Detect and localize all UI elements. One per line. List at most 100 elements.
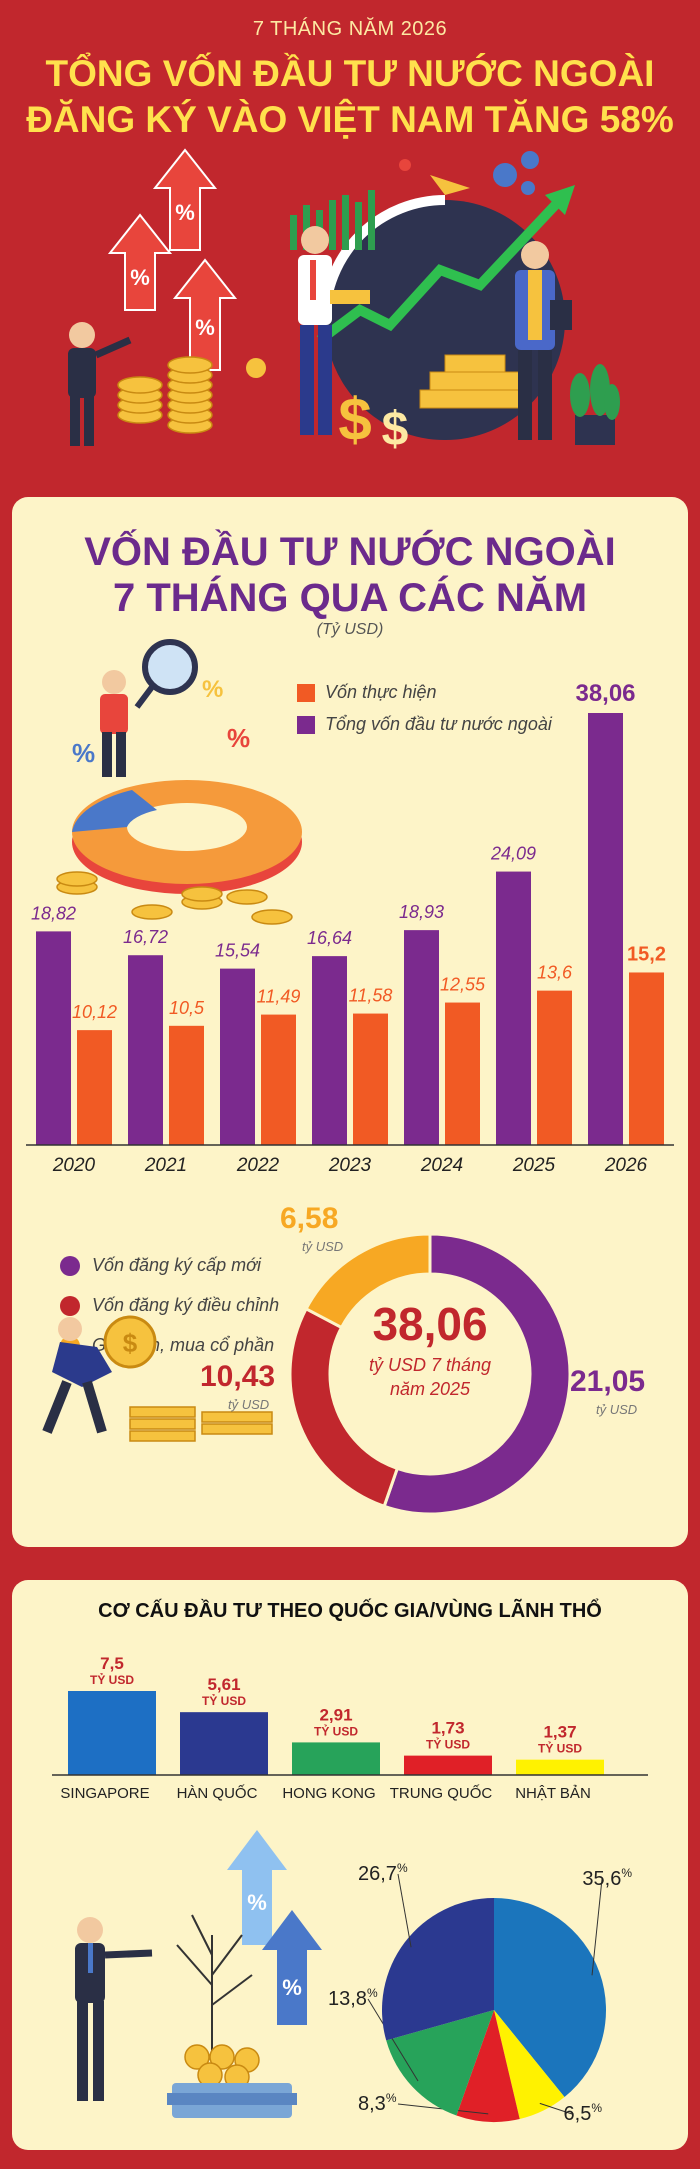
bar-total-2022 [220, 968, 255, 1145]
gold-bars-icon [419, 354, 531, 409]
pie-label-1: 6,5% [564, 2101, 603, 2125]
section1-title-line2: 7 THÁNG QUA CÁC NĂM [112, 576, 588, 620]
gear-icon [493, 151, 539, 195]
pie-slice-4 [382, 1898, 494, 2041]
header-illustration: % % % [68, 148, 620, 456]
year-label-2025: 2025 [512, 1155, 556, 1176]
man-pushing-coin-illustration: $ [42, 1315, 273, 1442]
year-label-2023: 2023 [328, 1155, 372, 1176]
year-label-2020: 2020 [52, 1155, 96, 1176]
country-label-trung-quoc: TRUNG QUỐC [389, 1785, 493, 1802]
bar-total-2024 [404, 930, 439, 1145]
svg-text:%: % [175, 200, 195, 225]
label-total-2022: 15,54 [215, 941, 260, 961]
legend-swatch-purple [297, 715, 315, 734]
label-total-2025: 24,09 [490, 844, 536, 864]
main-title-line2: ĐĂNG KÝ VÀO VIỆT NAM TĂNG 58% [26, 99, 674, 140]
label-realized-2020: 10,12 [72, 1002, 117, 1022]
bar-total-2025 [496, 871, 531, 1145]
panel-countries: CƠ CẤU ĐẦU TƯ THEO QUỐC GIA/VÙNG LÃNH TH… [12, 1580, 688, 2150]
donut-slice-0 [382, 1232, 572, 1516]
donut-unit-new: tỷ USD [596, 1402, 638, 1417]
pie-leader-1 [539, 2102, 573, 2115]
country-bar-3 [404, 1755, 492, 1775]
section1-title-line1: VỐN ĐẦU TƯ NƯỚC NGOÀI [84, 530, 616, 574]
growth-arrow-icon [317, 196, 564, 344]
donut-center-line2: năm 2025 [389, 1379, 471, 1399]
woman-figure [515, 241, 572, 440]
country-value-2: 2,91 [319, 1705, 352, 1724]
man-with-gold-figure [298, 226, 370, 435]
pie-leader-3 [367, 1998, 419, 2082]
svg-text:$: $ [382, 403, 409, 456]
label-total-2026: 38,06 [575, 680, 635, 707]
country-label-hong-kong: HONG KONG [282, 1785, 376, 1802]
legend-dot-purple [60, 1255, 80, 1276]
bar-realized-2021 [169, 1025, 204, 1145]
svg-text:%: % [247, 1890, 267, 1915]
pie-label-4: 26,7% [358, 1861, 408, 1885]
svg-text:%: % [195, 315, 215, 340]
section1-unit: (Tỷ USD) [316, 621, 384, 638]
donut-legend-label-adjust: Vốn đăng ký điều chỉnh [92, 1295, 280, 1315]
label-realized-2022: 11,49 [257, 987, 301, 1007]
bar-realized-2025 [537, 990, 572, 1145]
country-unit-0: TỶ USD [90, 1672, 134, 1687]
coin-stack-icon [117, 356, 213, 434]
year-label-2021: 2021 [144, 1155, 187, 1176]
year-label-2026: 2026 [604, 1155, 648, 1176]
svg-text:%: % [202, 676, 223, 703]
svg-text:$: $ [338, 386, 371, 453]
section3-title: CƠ CẤU ĐẦU TƯ THEO QUỐC GIA/VÙNG LÃNH TH… [98, 1600, 602, 1622]
label-realized-2021: 10,5 [169, 998, 205, 1018]
label-total-2020: 18,82 [31, 903, 76, 923]
label-total-2024: 18,93 [399, 902, 444, 922]
year-label-2024: 2024 [420, 1155, 463, 1176]
year-label-2022: 2022 [236, 1155, 280, 1176]
plant-icon [570, 364, 620, 445]
label-realized-2023: 11,58 [349, 986, 393, 1006]
bar-chart-years: 18,82 10,12 2020 16,72 10,5 2021 15,54 11,49 202… [26, 680, 674, 1176]
top-label: 7 THÁNG NĂM 2026 [252, 18, 448, 40]
label-total-2021: 16,72 [123, 927, 168, 947]
country-unit-2: TỶ USD [314, 1723, 358, 1738]
svg-text:$: $ [123, 1328, 138, 1358]
donut-center-line1: tỷ USD 7 tháng [368, 1355, 492, 1375]
svg-text:%: % [130, 265, 150, 290]
paper-plane-icon [430, 175, 470, 195]
bar-realized-2026 [629, 972, 664, 1145]
pie-label-2: 8,3% [358, 2091, 397, 2115]
country-label-nhat-ban: NHẬT BẢN [515, 1785, 591, 1802]
businessman-figure [68, 322, 132, 446]
bar-total-2026 [588, 713, 623, 1145]
bar-total-2021 [128, 955, 163, 1145]
pie-slice-0 [494, 1898, 607, 2098]
svg-text:%: % [72, 738, 95, 768]
pie-slice-2 [456, 2010, 520, 2122]
percent-arrow-icon: % % % [107, 148, 238, 371]
bar-total-2020 [36, 931, 71, 1145]
tree-money-illustration: % % [75, 1830, 322, 2118]
pie-slice-1 [494, 2010, 565, 2120]
country-bar-2 [292, 1742, 380, 1775]
country-value-3: 1,73 [431, 1719, 464, 1738]
legend-dot-red [60, 1295, 80, 1316]
donut-label-shares: 6,58 [280, 1202, 339, 1235]
donut-unit-adjust: tỷ USD [228, 1397, 270, 1412]
donut-legend-label-new: Vốn đăng ký cấp mới [92, 1255, 261, 1275]
donut-label-new: 21,05 [570, 1365, 646, 1398]
bar-realized-2023 [353, 1013, 388, 1145]
donut-legend-adjust: Vốn đăng ký điều chỉnh [60, 1295, 279, 1316]
country-bar-1 [180, 1712, 268, 1775]
bar-realized-2022 [261, 1014, 296, 1145]
label-total-2023: 16,64 [307, 928, 352, 948]
country-bar-4 [516, 1759, 604, 1775]
label-realized-2024: 12,55 [440, 975, 486, 995]
magnifier-ring-illustration: % % % [56, 639, 302, 925]
country-unit-4: TỶ USD [538, 1741, 582, 1756]
country-value-1: 5,61 [207, 1675, 240, 1694]
pie-leader-0 [591, 1878, 603, 1976]
pie-leader-4 [397, 1873, 412, 1948]
